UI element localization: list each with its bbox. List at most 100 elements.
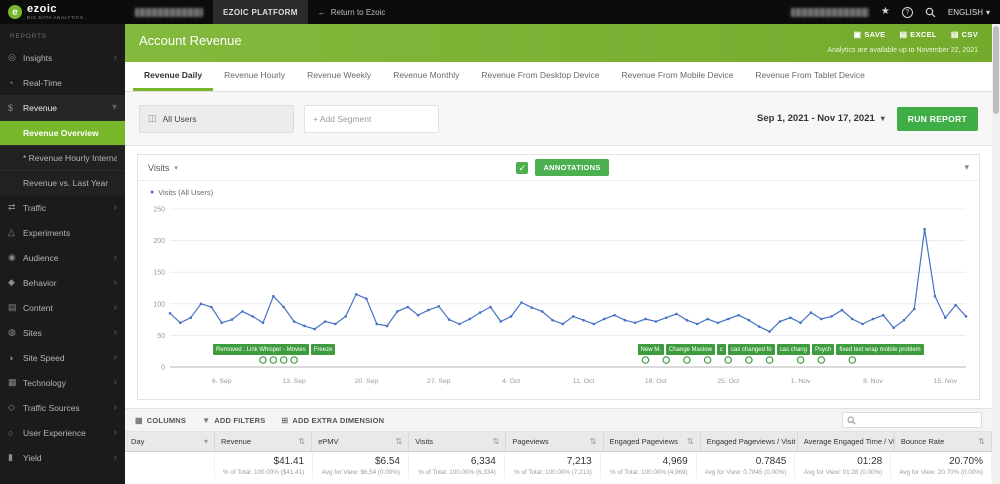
annotation-badge[interactable]: fixed text wrap mobile problem [836, 344, 924, 355]
ezoic-logo[interactable]: e ezoic BIG DATA ANALYTICS [0, 0, 125, 24]
segment-all-users[interactable]: ◫ All Users [139, 104, 294, 133]
file-icon: ▤ [950, 30, 959, 39]
column-header-engaged-pageviews-per-visit[interactable]: Engaged Pageviews / Visit ⇅ [700, 432, 798, 452]
tab-revenue-desktop[interactable]: Revenue From Desktop Device [481, 70, 600, 80]
annotation-marker[interactable] [765, 356, 774, 364]
sidebar-item-traffic-sources[interactable]: ◇ Traffic Sources › [8, 402, 117, 413]
document-icon: ▤ [8, 302, 17, 312]
chevron-right-icon: › [113, 52, 117, 63]
sidebar-item-revenue-overview[interactable]: Revenue Overview [0, 120, 125, 145]
column-header-pageviews[interactable]: Pageviews ⇅ [506, 432, 604, 452]
table-toolbar: ▦ COLUMNS ▼ ADD FILTERS ⊞ ADD EXTRA DIME… [125, 408, 992, 432]
sidebar-item-revenue[interactable]: $ Revenue ▾ [0, 95, 125, 120]
sidebar-item-yield[interactable]: ▮ Yield › [8, 452, 117, 463]
topbar: e ezoic BIG DATA ANALYTICS EZOIC PLATFOR… [0, 0, 1000, 24]
annotations-button[interactable]: ANNOTATIONS [535, 159, 609, 176]
sidebar-item-traffic[interactable]: ⇄ Traffic › [8, 202, 117, 213]
annotation-marker[interactable] [724, 356, 733, 364]
add-extra-dimension-button[interactable]: ⊞ ADD EXTRA DIMENSION [281, 415, 385, 425]
annotation-marker[interactable] [745, 356, 753, 364]
tab-revenue-daily[interactable]: Revenue Daily [133, 62, 214, 91]
sidebar-item-experiments[interactable]: △ Experiments [8, 227, 71, 238]
table-search-input[interactable] [860, 415, 977, 425]
column-header-day[interactable]: Day ▾ [125, 432, 215, 452]
annotation-badge[interactable]: New M. [637, 344, 664, 355]
sidebar-item-revenue-hourly-internal[interactable]: * Revenue Hourly Internal [0, 145, 125, 170]
annotation-badge[interactable]: cas changed fo [727, 344, 775, 355]
annotation-marker[interactable] [279, 356, 288, 364]
columns-button[interactable]: ▦ COLUMNS [135, 415, 187, 425]
redacted-site-name [135, 7, 203, 17]
sort-icon: ⇅ [298, 437, 306, 446]
save-button[interactable]: ▣ SAVE [853, 30, 886, 39]
annotation-badge[interactable]: cas chang [776, 344, 810, 355]
annotation-marker[interactable] [641, 356, 650, 364]
vertical-scrollbar [992, 24, 1000, 484]
sidebar-item-audience[interactable]: ◉ Audience › [8, 252, 117, 263]
annotation-badge[interactable]: Removed : Link Whisper - Movies [213, 344, 309, 355]
column-header-avg-engaged-time[interactable]: Average Engaged Time / Visit ⇅ [797, 432, 895, 452]
annotation-badge[interactable]: Psych [811, 344, 835, 355]
column-header-engaged-pageviews[interactable]: Engaged Pageviews ⇅ [603, 432, 701, 452]
svg-text:20. Sep: 20. Sep [355, 378, 379, 385]
site-tab[interactable] [125, 0, 213, 24]
date-range-selector[interactable]: Sep 1, 2021 - Nov 17, 2021 ▾ [757, 113, 885, 124]
annotation-marker[interactable] [817, 356, 826, 364]
star-icon[interactable]: ★ [880, 6, 890, 17]
column-header-bounce-rate[interactable]: Bounce Rate ⇅ [894, 432, 992, 452]
search-icon[interactable] [925, 7, 936, 18]
add-filters-button[interactable]: ▼ ADD FILTERS [202, 415, 266, 425]
sidebar-item-real-time[interactable]: ◔ Real-Time [8, 77, 62, 88]
annotation-marker[interactable] [848, 356, 857, 364]
chevron-right-icon: › [113, 277, 117, 288]
collapse-panel-icon[interactable]: ▾ [964, 162, 969, 172]
return-to-ezoic-link[interactable]: ← Return to Ezoic [317, 7, 386, 17]
language-selector[interactable]: ENGLISH ▾ [947, 7, 990, 17]
tab-revenue-hourly[interactable]: Revenue Hourly [224, 70, 286, 80]
chevron-right-icon: › [113, 427, 117, 438]
metric-dropdown[interactable]: Visits ▾ [148, 162, 178, 173]
annotation-marker[interactable] [269, 356, 278, 364]
svg-text:250: 250 [153, 207, 165, 214]
annotations-checkbox[interactable]: ✓ [516, 161, 529, 174]
excel-button[interactable]: ▤ EXCEL [899, 30, 937, 39]
sidebar-item-behavior[interactable]: ◆ Behavior › [8, 277, 117, 288]
filter-bar: ◫ All Users + Add Segment Sep 1, 2021 - … [125, 92, 992, 146]
traffic-icon: ⇄ [8, 202, 16, 212]
annotation-marker[interactable] [290, 356, 298, 364]
tab-revenue-monthly[interactable]: Revenue Monthly [393, 70, 460, 80]
annotation-marker[interactable] [259, 356, 267, 364]
column-header-visits[interactable]: Visits ⇅ [409, 432, 507, 452]
chevron-right-icon: › [113, 377, 117, 388]
csv-button[interactable]: ▤ CSV [950, 30, 978, 39]
annotation-marker[interactable] [703, 356, 712, 364]
sidebar-item-user-experience[interactable]: ○ User Experience › [8, 427, 117, 438]
annotation-badge[interactable]: c [716, 344, 726, 355]
sidebar-item-site-speed[interactable]: ◑ Site Speed › [8, 352, 117, 363]
dollar-icon: $ [8, 102, 14, 113]
sidebar-item-sites[interactable]: ◍ Sites › [8, 327, 117, 338]
tab-revenue-tablet[interactable]: Revenue From Tablet Device [755, 70, 865, 80]
help-icon[interactable]: ? [901, 6, 913, 18]
sidebar-item-technology[interactable]: ▦ Technology › [8, 377, 117, 388]
sidebar-item-insights[interactable]: ◎ Insights › [8, 52, 117, 63]
sidebar-item-revenue-vs-last-year[interactable]: Revenue vs. Last Year [0, 170, 125, 195]
sidebar-item-content[interactable]: ▤ Content › [8, 302, 117, 313]
annotation-badge[interactable]: Freeze [310, 344, 336, 355]
annotation-marker[interactable] [662, 356, 671, 364]
tab-revenue-mobile[interactable]: Revenue From Mobile Device [621, 70, 734, 80]
file-icon: ▤ [899, 30, 908, 39]
column-header-revenue[interactable]: Revenue ⇅ [215, 432, 313, 452]
totals-engaged-pageviews-per-visit-cell: 0.7845 Avg for View: 0.7845 (0.00%) [697, 452, 796, 478]
tab-revenue-weekly[interactable]: Revenue Weekly [307, 70, 372, 80]
annotation-marker[interactable] [683, 356, 691, 364]
visits-line-chart[interactable]: 0 50 100 150 200 250 6. Sep 13. Sep 20. Sep 27. S… [144, 197, 973, 399]
annotation-marker[interactable] [796, 356, 805, 364]
run-report-button[interactable]: RUN REPORT [896, 106, 978, 131]
scrollbar-thumb[interactable] [993, 26, 999, 114]
platform-tab[interactable]: EZOIC PLATFORM [213, 0, 308, 24]
add-segment-button[interactable]: + Add Segment [304, 104, 439, 133]
annotation-badge[interactable]: Change Maslow [665, 344, 715, 355]
totals-avg-engaged-time-cell: 01:28 Avg for View: 01:28 (0.00%) [795, 452, 892, 478]
column-header-epmv[interactable]: ePMV ⇅ [312, 432, 410, 452]
